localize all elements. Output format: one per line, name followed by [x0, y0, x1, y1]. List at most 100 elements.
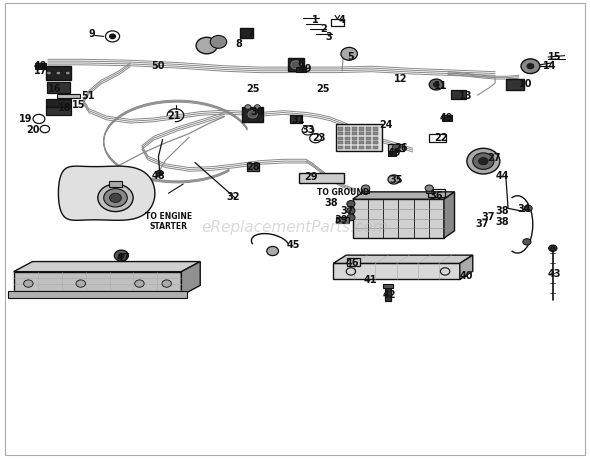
Circle shape	[291, 62, 301, 70]
Bar	[373, 128, 378, 131]
Text: 8: 8	[235, 39, 242, 49]
Text: 25: 25	[316, 84, 330, 94]
Bar	[345, 133, 350, 136]
Text: 42: 42	[382, 290, 396, 299]
Bar	[35, 64, 46, 70]
Bar	[506, 80, 524, 90]
Bar	[46, 67, 71, 81]
Bar	[299, 173, 343, 183]
Circle shape	[76, 280, 86, 288]
Bar	[359, 128, 364, 131]
Text: 45: 45	[287, 239, 300, 249]
Bar	[296, 67, 306, 73]
Circle shape	[267, 247, 278, 256]
Circle shape	[429, 80, 443, 91]
Circle shape	[65, 72, 70, 76]
Text: 20: 20	[27, 125, 40, 135]
Bar	[338, 146, 343, 150]
Circle shape	[245, 106, 251, 110]
Circle shape	[119, 254, 124, 258]
Text: 38: 38	[324, 198, 338, 208]
Polygon shape	[58, 167, 155, 221]
Text: 49: 49	[34, 61, 47, 71]
Bar	[366, 146, 371, 150]
Bar	[352, 137, 357, 140]
Circle shape	[467, 149, 500, 174]
Polygon shape	[333, 256, 473, 264]
Bar	[429, 135, 445, 143]
Bar	[388, 145, 405, 152]
Bar	[352, 142, 357, 145]
Circle shape	[347, 208, 355, 214]
Circle shape	[110, 194, 122, 203]
Text: 47: 47	[116, 252, 130, 262]
Bar	[441, 116, 452, 122]
Bar	[338, 142, 343, 145]
Polygon shape	[460, 256, 473, 280]
Polygon shape	[8, 291, 187, 298]
Circle shape	[392, 145, 401, 151]
Bar	[345, 146, 350, 150]
Text: 44: 44	[496, 170, 509, 180]
Bar	[359, 137, 364, 140]
Bar	[388, 152, 396, 156]
Text: 28: 28	[246, 162, 260, 171]
Bar	[362, 189, 369, 194]
Text: TO ENGINE
STARTER: TO ENGINE STARTER	[145, 212, 192, 231]
Circle shape	[135, 280, 144, 288]
Text: 21: 21	[168, 111, 181, 121]
Bar	[359, 142, 364, 145]
Bar	[331, 20, 344, 27]
Bar	[336, 125, 382, 151]
Text: 39: 39	[334, 214, 348, 224]
Text: 11: 11	[434, 80, 448, 90]
Bar	[57, 95, 80, 99]
Polygon shape	[353, 192, 454, 200]
Circle shape	[254, 106, 260, 110]
Bar	[338, 128, 343, 131]
Circle shape	[527, 64, 534, 70]
Text: 32: 32	[227, 191, 240, 202]
Circle shape	[478, 158, 488, 165]
Text: 31: 31	[291, 115, 304, 125]
Bar	[366, 133, 371, 136]
Bar	[359, 146, 364, 150]
Bar	[451, 91, 466, 100]
Text: 24: 24	[379, 120, 393, 130]
Text: 41: 41	[363, 274, 377, 284]
Text: 12: 12	[394, 73, 408, 84]
Text: 3: 3	[326, 32, 333, 42]
Circle shape	[156, 171, 163, 176]
Bar	[352, 146, 357, 150]
Text: 33: 33	[301, 125, 314, 135]
Bar	[242, 108, 263, 123]
Polygon shape	[444, 192, 454, 239]
Text: TO GROUND: TO GROUND	[317, 187, 369, 196]
Text: 38: 38	[496, 216, 509, 226]
Text: 16: 16	[48, 84, 61, 94]
Bar	[338, 137, 343, 140]
Circle shape	[162, 280, 171, 288]
Circle shape	[114, 251, 129, 262]
Text: 27: 27	[487, 152, 501, 162]
Bar	[46, 100, 71, 108]
Text: 14: 14	[543, 61, 556, 71]
Bar	[428, 190, 444, 198]
Circle shape	[341, 48, 358, 61]
Bar	[373, 142, 378, 145]
Polygon shape	[14, 272, 181, 296]
Text: 40: 40	[460, 270, 474, 280]
Circle shape	[524, 206, 532, 212]
Text: 18: 18	[57, 103, 71, 113]
Bar	[345, 142, 350, 145]
Bar	[383, 284, 394, 289]
Text: 37: 37	[340, 205, 353, 215]
Text: 35: 35	[389, 175, 403, 185]
Text: 10: 10	[519, 79, 533, 89]
Text: 15: 15	[71, 100, 85, 110]
Bar	[359, 133, 364, 136]
Circle shape	[196, 38, 217, 55]
Text: 37: 37	[481, 212, 495, 222]
Text: 4: 4	[339, 15, 346, 25]
Bar	[366, 137, 371, 140]
